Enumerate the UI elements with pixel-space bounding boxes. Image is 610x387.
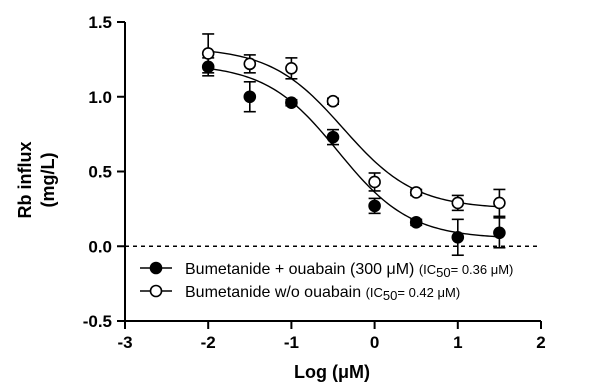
y-tick-label: -0.5 — [83, 312, 112, 331]
fit-curves — [208, 50, 500, 238]
y-tick-label: 0.5 — [88, 163, 112, 182]
legend-marker-series-2 — [149, 284, 163, 298]
open-point — [201, 47, 215, 60]
filled-point — [326, 130, 340, 144]
filled-point — [409, 216, 423, 229]
fit-curve-series-1 — [208, 67, 500, 238]
y-axis-title-line-1: Rb influx — [15, 142, 35, 219]
open-point — [493, 196, 506, 210]
y-tick-label: 1.5 — [88, 13, 112, 32]
open-point — [409, 186, 423, 199]
y-tick-label: 0.0 — [88, 237, 112, 256]
open-point — [451, 196, 465, 210]
x-tick-label: -2 — [201, 333, 216, 352]
x-tick-label: 1 — [453, 333, 462, 352]
x-tick-label: -1 — [284, 333, 299, 352]
open-point — [243, 57, 257, 71]
x-axis-title: Log (μM) — [294, 362, 370, 382]
legend-marker-series-1 — [149, 261, 163, 275]
data-points — [201, 33, 506, 257]
y-axis-title-line-2: (mg/L) — [38, 153, 58, 208]
open-point — [326, 94, 340, 108]
legend-label-series-2: Bumetanide w/o ouabain (IC50= 0.42 μM) — [185, 284, 460, 303]
legend-label-series-1: Bumetanide + ouabain (300 μM) (IC50= 0.3… — [185, 261, 513, 280]
filled-point — [493, 226, 506, 240]
x-tick-label: -3 — [117, 333, 132, 352]
x-tick-label: 2 — [536, 333, 545, 352]
y-tick-label: 1.0 — [88, 88, 112, 107]
fit-curve-series-2 — [208, 50, 500, 208]
legend: Bumetanide + ouabain (300 μM) (IC50= 0.3… — [140, 261, 513, 303]
open-point — [368, 175, 381, 189]
x-tick-label: 0 — [370, 333, 379, 352]
axes: -0.5 0.0 0.5 1.0 1.5 -3 -2 -1 0 1 2 — [83, 13, 546, 352]
open-point — [285, 62, 298, 75]
filled-point — [451, 230, 465, 244]
filled-point — [243, 90, 257, 104]
filled-point — [285, 96, 298, 110]
filled-point — [368, 199, 381, 213]
